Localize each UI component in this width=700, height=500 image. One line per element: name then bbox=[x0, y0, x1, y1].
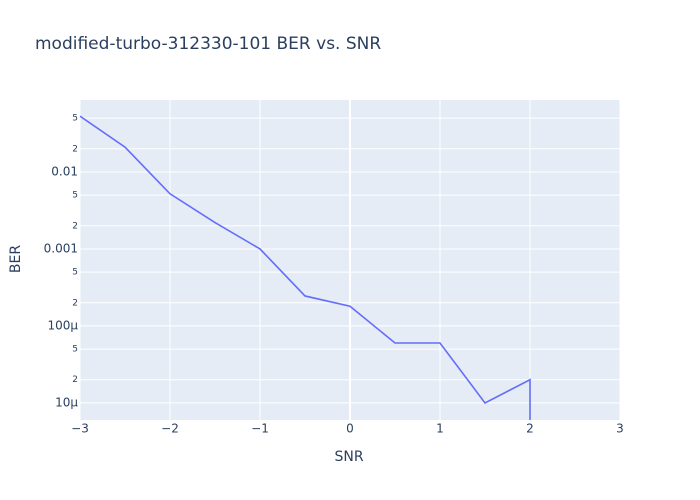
data-line bbox=[80, 115, 531, 420]
y-tick-label: 5 bbox=[72, 114, 78, 124]
x-tick-label: 1 bbox=[436, 422, 444, 436]
y-tick-label: 100μ bbox=[47, 318, 78, 332]
y-tick-label: 2 bbox=[72, 298, 78, 308]
x-axis-title: SNR bbox=[334, 449, 363, 465]
x-tick-label: 3 bbox=[616, 422, 624, 436]
x-tick-label: −3 bbox=[71, 422, 89, 436]
y-tick-label: 2 bbox=[72, 221, 78, 231]
x-tick-label: −1 bbox=[251, 422, 269, 436]
x-tick-label: −2 bbox=[161, 422, 179, 436]
y-tick-label: 5 bbox=[72, 191, 78, 201]
y-tick-label: 10μ bbox=[55, 395, 78, 409]
x-tick-label: 0 bbox=[346, 422, 354, 436]
y-axis-title: BER bbox=[8, 245, 24, 273]
y-tick-label: 5 bbox=[72, 345, 78, 355]
chart-title: modified-turbo-312330-101 BER vs. SNR bbox=[35, 34, 381, 54]
y-tick-label: 2 bbox=[72, 144, 78, 154]
y-tick-label: 0.001 bbox=[44, 241, 78, 255]
y-tick-label: 5 bbox=[72, 268, 78, 278]
x-tick-label: 2 bbox=[526, 422, 534, 436]
plot-area bbox=[80, 115, 531, 420]
y-tick-label: 0.01 bbox=[51, 164, 78, 178]
y-tick-label: 2 bbox=[72, 375, 78, 385]
